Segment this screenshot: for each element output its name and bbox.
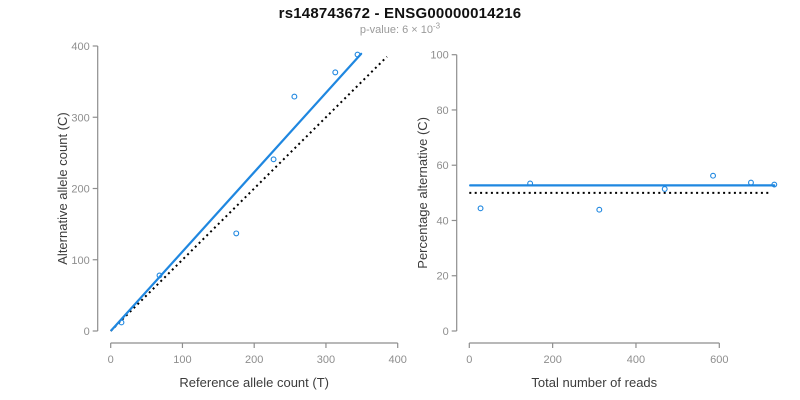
x-tick-label: 100 bbox=[173, 354, 191, 366]
x-tick-label: 300 bbox=[317, 354, 335, 366]
data-point bbox=[661, 186, 668, 192]
y-tick-label: 60 bbox=[436, 160, 448, 172]
y-tick-label: 200 bbox=[71, 184, 89, 196]
data-point bbox=[291, 93, 298, 100]
data-point bbox=[527, 180, 534, 187]
x-tick-label: 200 bbox=[543, 354, 561, 366]
y-axis-title: Alternative allele count (C) bbox=[55, 112, 70, 264]
x-tick-label: 0 bbox=[108, 354, 114, 366]
y-tick-label: 20 bbox=[436, 271, 448, 283]
plot-left: 0 100 200 300 400 0 100 200 300 400 Reference alle… bbox=[55, 41, 407, 390]
data-point bbox=[477, 205, 484, 212]
x-tick-label: 200 bbox=[245, 354, 263, 366]
data-point bbox=[332, 69, 339, 76]
y-tick-label: 400 bbox=[71, 41, 89, 53]
y-tick-label: 80 bbox=[436, 105, 448, 117]
x-axis-title: Total number of reads bbox=[531, 375, 657, 390]
data-point bbox=[771, 181, 778, 188]
x-tick-label: 600 bbox=[710, 354, 728, 366]
regression-line bbox=[110, 52, 363, 332]
y-tick-label: 40 bbox=[436, 215, 448, 227]
x-tick-label: 400 bbox=[627, 354, 645, 366]
data-point bbox=[354, 51, 361, 58]
y-tick-label: 0 bbox=[443, 326, 449, 338]
y-tick-label: 100 bbox=[71, 255, 89, 267]
pvalue-exponent: -3 bbox=[432, 21, 441, 31]
x-axis-title: Reference allele count (T) bbox=[179, 375, 329, 390]
data-point bbox=[596, 206, 603, 213]
data-point bbox=[156, 272, 163, 279]
data-point bbox=[118, 319, 125, 326]
y-tick-label: 100 bbox=[430, 50, 448, 62]
data-point bbox=[710, 172, 717, 179]
data-point bbox=[748, 179, 754, 186]
x-tick-label: 0 bbox=[466, 354, 472, 366]
figure-subtitle: p-value: 6 × 10-3 bbox=[0, 21, 800, 36]
data-point bbox=[270, 156, 277, 163]
pvalue-text: p-value: 6 × 10 bbox=[359, 24, 433, 36]
y-tick-label: 0 bbox=[84, 326, 90, 338]
x-tick-label: 400 bbox=[389, 354, 407, 366]
y-tick-label: 300 bbox=[71, 112, 89, 124]
data-point bbox=[233, 230, 240, 237]
figure-title: rs148743672 - ENSG00000014216 bbox=[278, 5, 522, 22]
plot-right: 0 20 40 60 80 100 0 200 400 600 Total number of re… bbox=[415, 50, 778, 390]
identity-line bbox=[109, 55, 388, 332]
y-axis-title: Percentage alternative (C) bbox=[415, 117, 430, 269]
